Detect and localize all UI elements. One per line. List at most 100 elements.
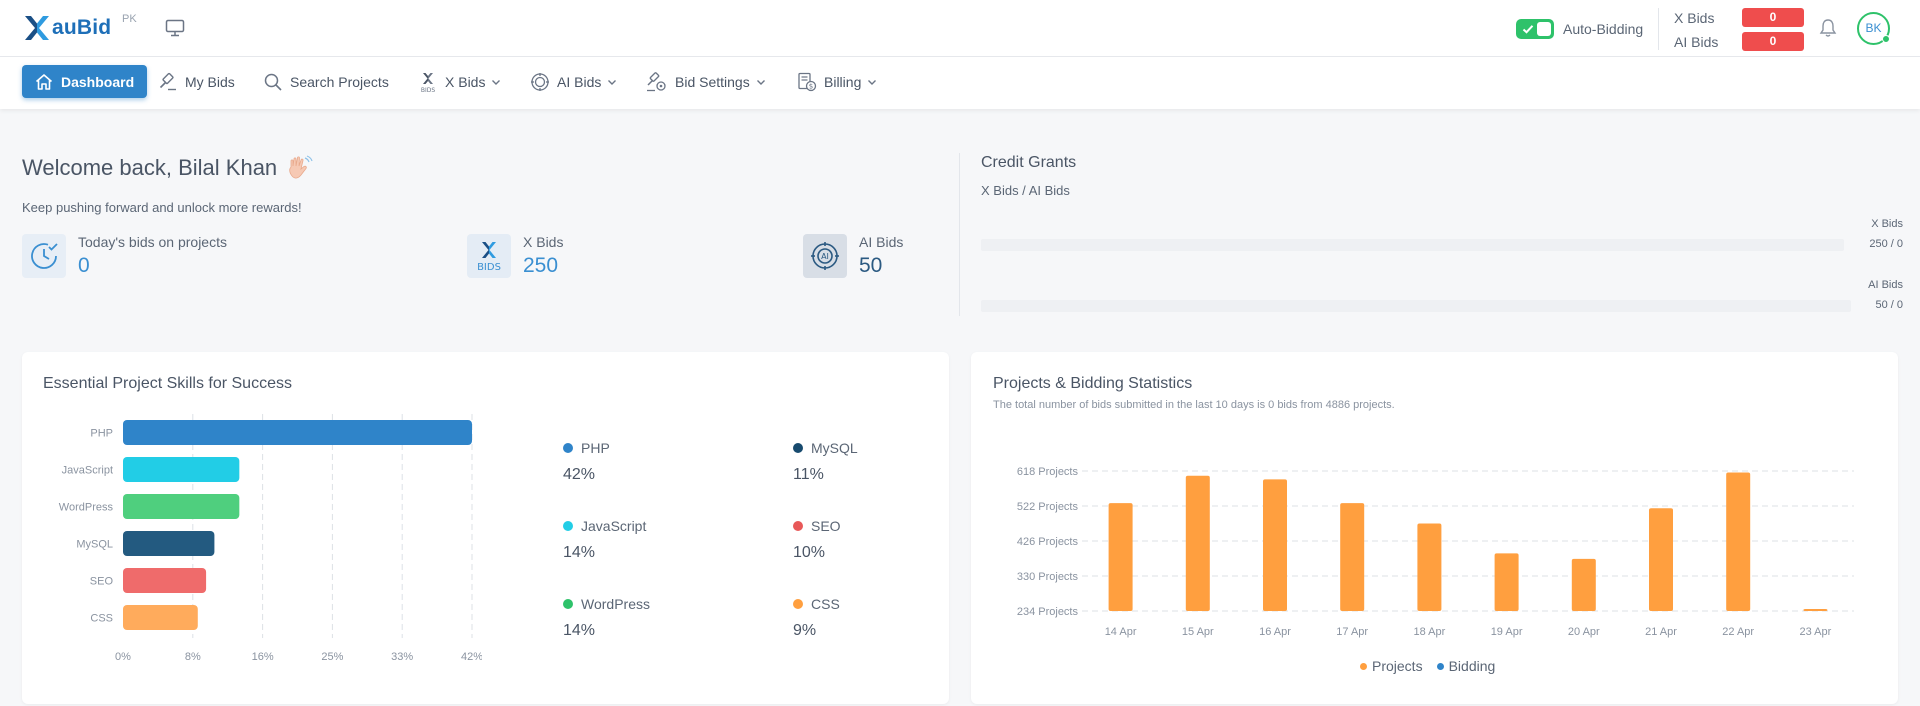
legend-item-bidding[interactable]: Bidding [1436,658,1495,674]
auto-bidding-toggle[interactable]: Auto-Bidding [1516,19,1643,39]
credit-grants-subtitle: X Bids / AI Bids [981,183,1070,198]
ai-chip-icon: AI [803,234,847,278]
x-tick-label: 0% [115,651,131,663]
skills-legend-wordpress: WordPress 14% [563,596,650,640]
credit-grant-progress-ai-bids [981,300,1851,312]
skills-card: Essential Project Skills for Success 0% 8… [22,352,949,704]
chevron-down-icon [608,79,617,85]
projects-bar [1803,609,1828,611]
nav-dashboard[interactable]: Dashboard [22,65,148,98]
x-tick-label: 16 Apr [1259,626,1291,638]
y-tick-label: 330 Projects [1017,571,1079,583]
welcome-heading: Welcome back, Bilal Khan [22,155,313,181]
legend-name: PHP [581,440,610,456]
bell-icon[interactable] [1819,18,1837,38]
gavel-icon [159,72,176,90]
auto-bidding-label: Auto-Bidding [1563,21,1644,37]
legend-percent: 42% [563,466,596,483]
projects-bar [1726,472,1751,611]
x-tick-label: 19 Apr [1491,626,1523,638]
stats-card-title: Projects & Bidding Statistics [993,375,1193,392]
y-tick-label: WordPress [59,502,114,514]
projects-bar [1263,479,1287,611]
y-tick-label: SEO [90,576,114,588]
skill-bar [123,457,240,482]
user-avatar[interactable]: BK [1857,12,1890,45]
header-credit-ai-bids: AI Bids 0 [1674,32,1804,51]
x-tick-label: 23 Apr [1799,626,1831,638]
projects-bar [1417,523,1442,611]
skill-bar [123,605,198,630]
billing-icon: $ [798,72,817,91]
online-status-dot [1882,35,1890,43]
logo-country: PK [122,13,137,25]
y-tick-label: CSS [90,613,113,625]
clock-check-icon [22,234,66,278]
chevron-down-icon [756,79,765,85]
welcome-subtitle: Keep pushing forward and unlock more rew… [22,200,302,215]
stat-label: Today's bids on projects [78,234,227,250]
nav-label: AI Bids [557,73,602,90]
skills-card-title: Essential Project Skills for Success [43,375,292,392]
nav-label: Billing [824,73,862,90]
legend-percent: 14% [563,544,596,561]
chevron-down-icon [868,79,877,85]
nav-label: Bid Settings [675,73,750,90]
y-tick-label: MySQL [76,539,113,551]
stat-value: 0 [78,254,90,277]
nav-search-projects[interactable]: Search Projects [263,65,389,98]
nav-bid-settings[interactable]: Bid Settings [646,65,766,98]
stat-today-bids: Today's bids on projects 0 [22,234,227,278]
toggle-switch[interactable] [1516,19,1554,39]
monitor-icon[interactable] [165,19,185,37]
x-tick-label: 14 Apr [1105,626,1137,638]
y-tick-label: 234 Projects [1017,606,1079,618]
y-tick-label: JavaScript [62,465,113,477]
nav-x-bids[interactable]: BIDS X Bids [418,65,501,98]
ai-chip-icon [531,72,549,91]
credit-badge: 0 [1742,32,1804,51]
nav-label: Dashboard [61,73,135,90]
projects-bar [1649,508,1673,611]
skill-bar [123,494,240,519]
top-header: auBid PK Auto-Bidding X Bids 0 AI Bids 0… [0,0,1920,57]
legend-name: JavaScript [581,518,647,534]
projects-bar [1494,553,1519,611]
legend-percent: 9% [793,622,817,639]
nav-label: X Bids [445,73,486,90]
nav-label: My Bids [185,73,235,90]
skill-bar [123,420,472,445]
legend-item-projects[interactable]: Projects [1360,658,1423,674]
y-tick-label: PHP [90,428,113,440]
skills-legend-javascript: JavaScript 14% [563,518,646,562]
x-bids-icon: BIDS [421,72,435,93]
legend-percent: 11% [793,466,824,483]
skills-legend-seo: SEO 10% [793,518,841,562]
credit-badge: 0 [1742,8,1804,27]
y-tick-label: 426 Projects [1017,536,1079,548]
chevron-down-icon [492,79,501,85]
nav-billing[interactable]: $ Billing [797,65,877,98]
logo-x-icon [25,16,49,40]
x-tick-label: 42% [461,651,482,663]
x-tick-label: 25% [321,651,343,663]
bidding-stats-card: Projects & Bidding Statistics The total … [971,352,1898,704]
x-tick-label: 33% [391,651,413,663]
avatar-initials: BK [1865,21,1882,35]
welcome-text: Welcome back, Bilal Khan [22,155,278,180]
legend-name: MySQL [811,440,858,456]
skills-legend-php: PHP 42% [563,440,610,484]
nav-ai-bids[interactable]: AI Bids [530,65,617,98]
section-divider [959,153,960,316]
stat-ai-bids: AI AI Bids 50 [803,234,903,278]
header-divider [1658,8,1659,50]
stat-x-bids: BIDS X Bids 250 [467,234,563,278]
credit-grant-label: X Bids [1871,218,1903,230]
waving-hand-icon [289,155,313,179]
nav-my-bids[interactable]: My Bids [158,65,235,98]
stat-label: AI Bids [859,234,904,250]
brand-logo[interactable]: auBid [24,12,111,44]
x-tick-label: 22 Apr [1722,626,1754,638]
stat-value: 50 [859,254,883,277]
projects-bar [1108,503,1133,611]
